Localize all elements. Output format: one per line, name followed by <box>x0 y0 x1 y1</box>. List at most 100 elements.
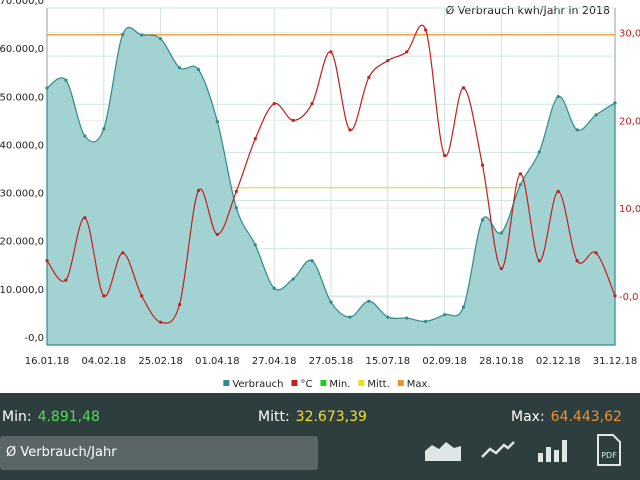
point <box>196 188 201 193</box>
point <box>64 78 68 82</box>
x-tick-label: 27.04.18 <box>252 356 297 367</box>
point <box>215 120 219 124</box>
point <box>329 50 333 54</box>
point <box>367 299 371 303</box>
y-tick-label: 40.000,0 <box>0 140 44 151</box>
point <box>140 33 144 37</box>
point <box>443 153 447 158</box>
point <box>83 134 87 138</box>
x-tick-label: 01.04.18 <box>195 356 240 367</box>
point <box>594 113 598 117</box>
point <box>424 319 428 324</box>
point <box>177 303 182 307</box>
point <box>291 277 295 281</box>
x-tick-label: 02.09.18 <box>422 356 467 367</box>
min-label: Min: <box>2 409 32 425</box>
point <box>348 315 352 319</box>
point <box>556 189 560 194</box>
point <box>234 189 238 194</box>
point <box>443 313 447 317</box>
chart-title: Ø Verbrauch kwh/Jahr in 2018 <box>446 4 610 17</box>
point <box>480 163 485 167</box>
y2-tick-label: -0,0 <box>619 292 639 303</box>
point <box>45 86 49 90</box>
point <box>102 127 106 131</box>
point <box>613 101 617 105</box>
chart: Ø Verbrauch kwh/Jahr in 2018 -0,0 10.000,… <box>0 0 640 390</box>
point <box>575 259 579 263</box>
point <box>253 137 257 141</box>
legend: Verbrauch °C Min. Mitt. Max. <box>223 379 431 390</box>
point <box>234 206 238 210</box>
footer: Min: 4.891,48 Mitt: 32.673,39 Max: 64.443,6… <box>0 393 640 480</box>
series-selector[interactable]: Ø Verbrauch/Jahr <box>0 436 318 470</box>
y-tick-label: 30.000,0 <box>0 189 44 200</box>
point <box>518 183 522 187</box>
x-tick-label: 15.07.18 <box>366 356 411 367</box>
point <box>537 150 541 154</box>
max-label: Max: <box>511 409 545 425</box>
point <box>310 259 314 263</box>
legend-label: Min. <box>329 379 350 390</box>
legend-label: Verbrauch <box>232 379 283 390</box>
min-stat: Min: 4.891,48 <box>2 409 100 425</box>
y2-tick-label: 20,0 <box>619 116 640 127</box>
x-tick-label: 28.10.18 <box>479 356 524 367</box>
point <box>461 305 466 309</box>
point <box>253 243 257 247</box>
point <box>518 172 522 176</box>
point <box>386 59 390 63</box>
legend-swatch <box>397 380 404 386</box>
point <box>215 232 219 237</box>
area-chart-button[interactable] <box>424 437 462 463</box>
pdf-export-button[interactable]: PDF <box>596 433 622 467</box>
point <box>348 128 352 132</box>
legend-swatch <box>291 380 298 386</box>
point <box>83 216 87 220</box>
point <box>102 294 106 298</box>
y-tick-label: 60.000,0 <box>0 44 44 55</box>
point <box>461 86 466 90</box>
x-tick-label: 25.02.18 <box>138 356 183 367</box>
legend-swatch <box>320 380 327 386</box>
legend-label: Max. <box>407 379 431 390</box>
mean-label: Mitt: <box>258 409 290 425</box>
point <box>386 315 390 319</box>
point <box>499 267 503 271</box>
bar-chart-button[interactable] <box>536 437 570 463</box>
x-tick-label: 02.12.18 <box>536 356 581 367</box>
point <box>575 128 579 132</box>
point <box>140 294 144 298</box>
point <box>405 316 409 320</box>
point <box>159 320 163 324</box>
point <box>594 251 598 255</box>
mean-value: 32.673,39 <box>295 409 367 425</box>
legend-label: °C <box>300 379 312 390</box>
x-tick-label: 16.01.18 <box>25 356 70 367</box>
x-tick-label: 31.12.18 <box>593 356 638 367</box>
y2-tick-label: 10,0 <box>619 204 640 215</box>
point <box>424 28 428 32</box>
svg-text:PDF: PDF <box>601 451 617 460</box>
mean-stat: Mitt: 32.673,39 <box>258 409 367 425</box>
line-chart-button[interactable] <box>480 437 516 463</box>
y-tick-label: 10.000,0 <box>0 285 44 296</box>
point <box>329 300 333 304</box>
legend-label: Mitt. <box>367 379 389 390</box>
point <box>556 94 560 99</box>
point <box>291 118 295 122</box>
y-tick-label: 20.000,0 <box>0 237 44 248</box>
point <box>196 68 201 72</box>
x-tick-label: 27.05.18 <box>309 356 354 367</box>
point <box>499 231 503 235</box>
max-value: 64.443,62 <box>550 409 622 425</box>
point <box>64 278 68 282</box>
point <box>367 75 371 79</box>
point <box>272 286 276 290</box>
point <box>45 259 49 263</box>
x-tick-label: 04.02.18 <box>82 356 127 367</box>
max-stat: Max: 64.443,62 <box>511 409 622 425</box>
point <box>405 50 409 54</box>
min-value: 4.891,48 <box>37 409 100 425</box>
